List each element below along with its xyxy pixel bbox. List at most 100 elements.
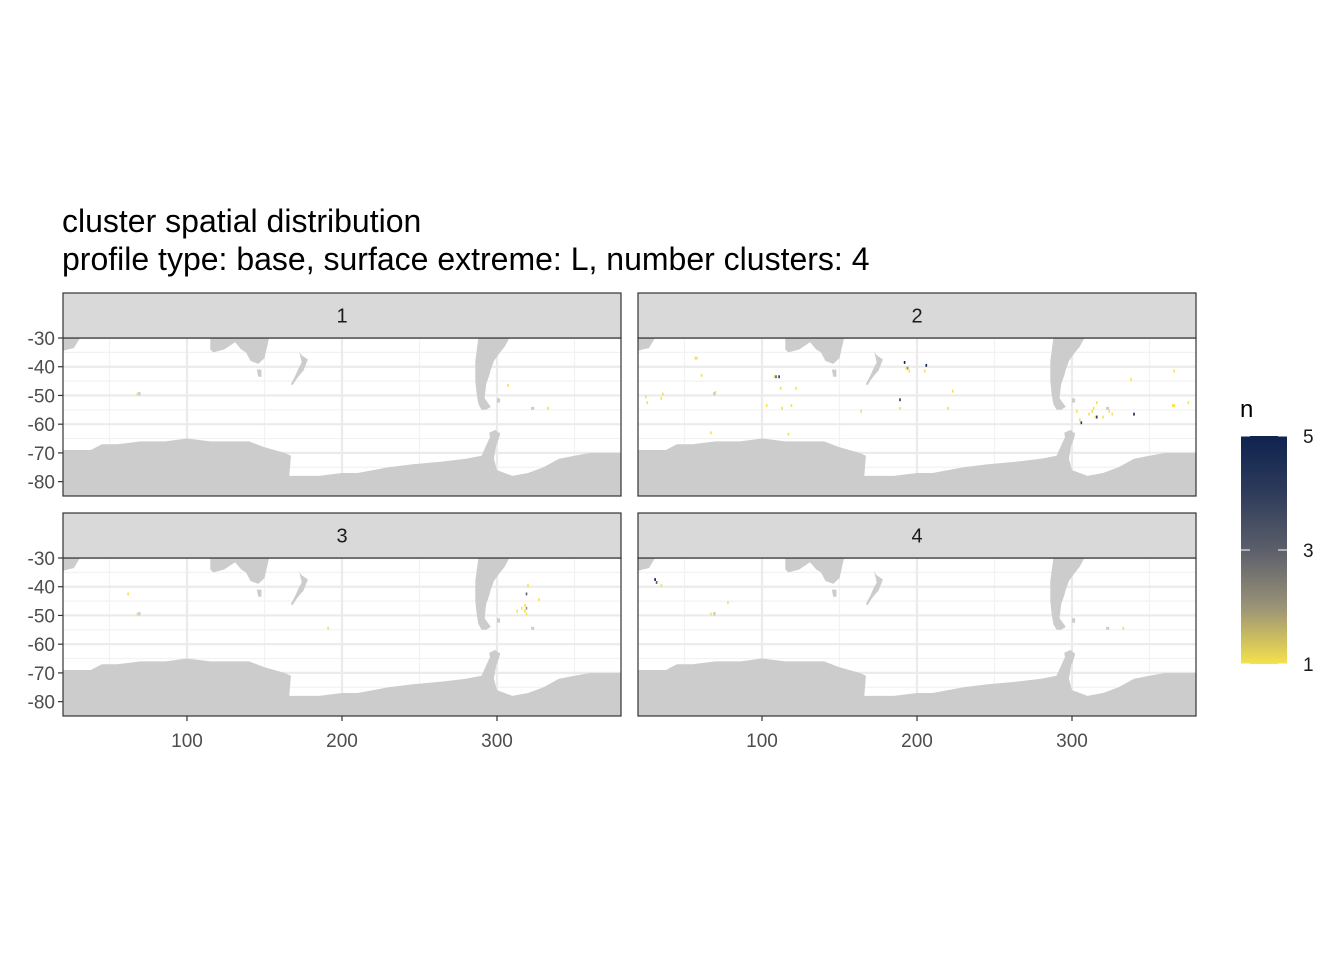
data-cell <box>1102 415 1104 419</box>
data-cell <box>1094 415 1097 419</box>
south-america-land <box>1050 338 1085 410</box>
antarctic-peninsula-land <box>1064 649 1076 665</box>
data-cell <box>1079 418 1081 422</box>
data-cell <box>538 598 540 602</box>
chart-title: cluster spatial distribution <box>62 203 421 239</box>
data-cell <box>765 404 768 407</box>
antarctica-land <box>63 652 621 716</box>
tasmania-land <box>256 369 262 377</box>
new-zealand-land <box>865 570 883 606</box>
facet-strip <box>637 292 1197 339</box>
antarctic-peninsula-land <box>489 649 501 665</box>
y-tick-label: -70 <box>28 444 55 465</box>
x-tick-label: 300 <box>481 731 513 752</box>
data-cell <box>790 404 793 407</box>
data-cell <box>924 369 926 373</box>
africa-land <box>638 558 655 571</box>
x-tick-label: 200 <box>326 731 358 752</box>
australia-land <box>785 338 845 364</box>
africa-land <box>638 338 655 351</box>
antarctica-land <box>638 432 1196 496</box>
y-tick-label: -30 <box>28 329 55 350</box>
data-cell <box>1111 412 1114 416</box>
data-cell <box>1187 401 1190 405</box>
legend-title: n <box>1240 396 1253 423</box>
tasmania-land <box>256 589 262 597</box>
data-cell <box>1173 404 1176 407</box>
south-georgia-land <box>531 626 535 630</box>
data-cell <box>655 581 658 584</box>
australia-land <box>210 558 270 584</box>
data-cell <box>654 578 656 581</box>
facet-panels: 1 -30 -40 -50 -60 -70 -80 2 3 -30 -40 -50 -60 -70 -80 1… <box>28 292 1197 752</box>
new-zealand-land <box>290 570 308 606</box>
facet-strip <box>637 512 1197 559</box>
data-cell <box>899 398 901 402</box>
falklands-land <box>1072 398 1076 403</box>
data-cell <box>1096 415 1098 419</box>
kerguelen-land <box>138 612 141 616</box>
data-cell <box>524 604 526 607</box>
tasmania-land <box>831 589 837 597</box>
data-cell <box>660 583 663 587</box>
y-tick-label: -80 <box>28 693 55 714</box>
data-cell <box>516 609 518 613</box>
kerguelen-land <box>138 392 141 396</box>
facet-strip-label: 2 <box>911 306 922 328</box>
antarctica-land <box>63 432 621 496</box>
facet-strip <box>62 292 622 339</box>
data-cell <box>947 406 949 410</box>
facet-strip-label: 1 <box>336 306 347 328</box>
color-legend: n 1 3 5 <box>1240 396 1314 676</box>
data-cell <box>507 384 509 387</box>
facet-strip-label: 4 <box>911 526 922 548</box>
antarctic-peninsula-land <box>489 429 501 445</box>
data-cell <box>908 369 911 373</box>
y-tick-label: -60 <box>28 415 55 436</box>
data-cell <box>779 386 782 390</box>
data-cell <box>903 361 906 364</box>
y-tick-label: -50 <box>28 386 55 407</box>
y-tick-label: -80 <box>28 473 55 494</box>
data-cell <box>781 406 783 410</box>
south-america-land <box>1050 558 1085 630</box>
data-cell <box>645 395 647 399</box>
y-tick-label: -70 <box>28 664 55 685</box>
data-cell <box>1108 409 1110 413</box>
data-cell <box>521 606 523 610</box>
data-cell <box>1075 409 1078 413</box>
legend-tick-label: 5 <box>1303 427 1314 448</box>
africa-land <box>63 338 80 351</box>
data-cell <box>1172 404 1174 407</box>
data-cell <box>524 609 526 613</box>
data-cell <box>905 366 907 370</box>
data-cell <box>525 606 528 610</box>
y-tick-label: -40 <box>28 358 55 379</box>
data-cell <box>527 583 529 587</box>
tasmania-land <box>831 369 837 377</box>
facet-panel-1: 1 -30 -40 -50 -60 -70 -80 <box>28 292 622 497</box>
antarctica-land <box>638 652 1196 716</box>
kerguelen-land <box>713 612 716 616</box>
data-cell <box>906 366 909 370</box>
y-tick-label: -50 <box>28 606 55 627</box>
data-cell <box>327 626 329 630</box>
data-cell <box>694 356 697 360</box>
data-cell <box>925 363 928 367</box>
data-cell <box>773 375 776 379</box>
facet-strip-label: 3 <box>336 526 347 548</box>
y-tick-label: -40 <box>28 578 55 599</box>
data-cell <box>700 373 703 377</box>
africa-land <box>63 558 80 571</box>
data-cell <box>1173 369 1176 373</box>
australia-land <box>785 558 845 584</box>
data-cell <box>1122 626 1124 630</box>
data-cell <box>787 432 790 436</box>
data-cell <box>136 392 139 396</box>
data-cell <box>795 386 797 390</box>
y-tick-label: -30 <box>28 549 55 570</box>
data-cell <box>1088 412 1090 416</box>
data-cell <box>727 601 729 604</box>
data-cell <box>710 431 712 435</box>
